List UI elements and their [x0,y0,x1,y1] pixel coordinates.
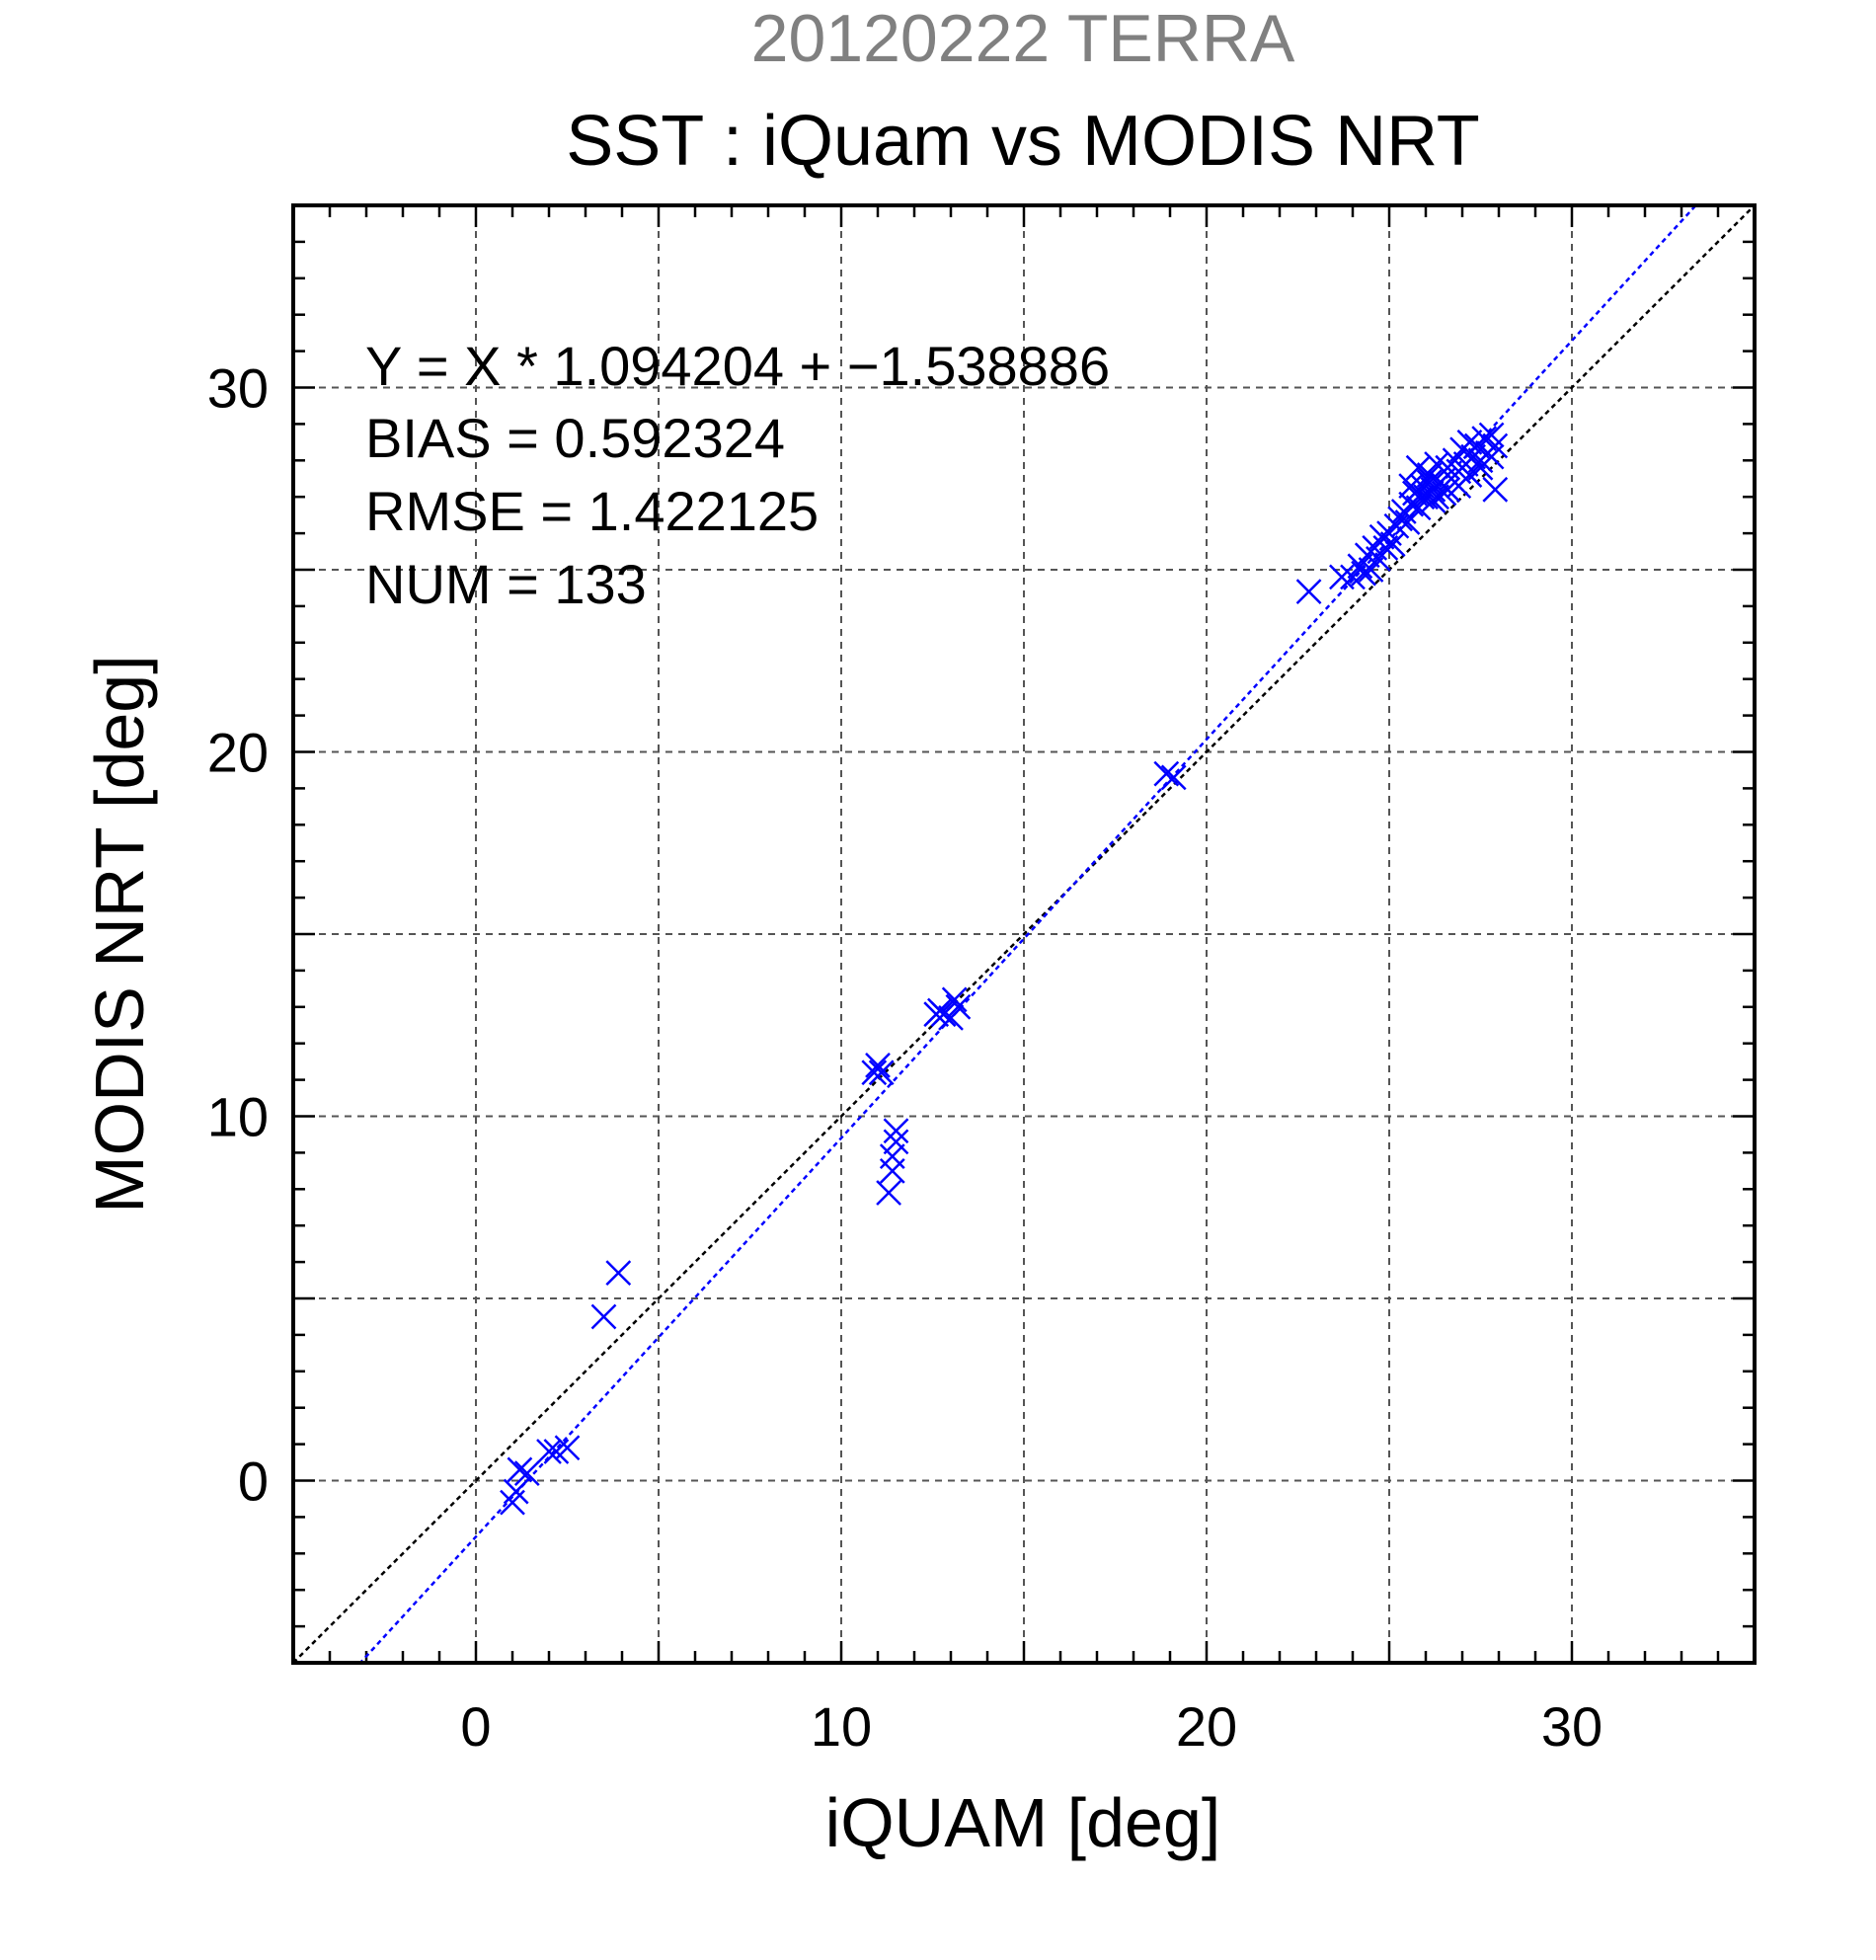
data-point-stroke [1379,531,1406,558]
data-point-stroke [1416,462,1443,488]
y-tick-label: 10 [207,1086,269,1148]
x-tick-label: 0 [460,1695,491,1758]
data-point [876,1180,901,1206]
data-point-stroke [536,1439,562,1464]
data-point [1295,579,1322,605]
data-point [879,1143,905,1169]
data-point-stroke [1160,764,1187,791]
data-point-stroke [941,986,968,1013]
data-point-stroke [1153,760,1180,787]
data-point-stroke [503,1478,529,1505]
data-point [1456,462,1483,488]
data-point-stroke [1394,510,1421,535]
data-point-stroke [1387,506,1413,532]
y-tick-labels: 0 10 20 30 [207,357,269,1513]
data-point-stroke [883,1118,909,1144]
data-point-stroke [1329,564,1355,590]
stats-equation: Y = X * 1.094204 + −1.538886 [365,335,1110,397]
data-point [1358,557,1384,583]
chart-title-top: 20120222 TERRA [751,1,1295,76]
data-point [513,1460,540,1487]
data-point [1482,476,1509,503]
data-point [945,993,972,1020]
data-point [554,1435,581,1461]
data-point-stroke [507,1456,533,1483]
data-point [1456,429,1483,455]
data-point-stroke [1478,422,1505,448]
data-point-stroke [865,1052,891,1078]
y-axis-label: MODIS NRT [deg] [81,655,158,1213]
data-point [590,1303,617,1330]
data-point [1420,488,1446,513]
data-point-stroke [605,1260,632,1287]
stats-rmse: RMSE = 1.422125 [365,480,819,542]
identity-line [293,205,1755,1663]
data-point-stroke [1420,488,1446,513]
data-point [507,1456,533,1483]
stats-bias: BIAS = 0.592324 [365,407,785,469]
data-point-stroke [1442,447,1468,474]
data-point [1471,426,1498,452]
data-point-stroke [868,1059,895,1086]
data-point [861,1059,888,1086]
data-point [1153,760,1180,787]
data-point [1478,443,1505,470]
data-point-stroke [938,1004,964,1031]
data-point [1372,534,1399,561]
y-tick-label: 0 [238,1450,269,1513]
data-point [1329,564,1355,590]
data-point-stroke [876,1180,901,1206]
data-point-stroke [1456,462,1483,488]
data-point-stroke [1482,476,1509,503]
data-points [500,422,1509,1516]
plot-frame [291,203,1757,1665]
data-point [865,1052,891,1078]
data-point-stroke [554,1435,581,1461]
data-point-stroke [1405,454,1432,481]
data-point-stroke [930,1001,957,1028]
data-point [868,1059,895,1086]
data-point [879,1157,905,1184]
data-point [1387,506,1413,532]
stats-box: Y = X * 1.094204 + −1.538886 BIAS = 0.59… [365,335,1110,615]
data-point-stroke [883,1129,909,1155]
data-point-stroke [1471,426,1498,452]
data-point [1416,462,1443,488]
data-point-stroke [513,1460,540,1487]
fit-lines [293,205,1755,1663]
data-point-stroke [1358,557,1384,583]
data-point-stroke [590,1303,617,1330]
y-tick-label: 30 [207,357,269,420]
data-point-stroke [1478,443,1505,470]
data-point [883,1129,909,1155]
data-point [930,1001,957,1028]
x-tick-label: 20 [1176,1695,1237,1758]
y-tick-label: 20 [207,722,269,784]
data-point [1405,454,1432,481]
x-tick-label: 30 [1541,1695,1602,1758]
data-point [1160,764,1187,791]
stats-num: NUM = 133 [365,553,647,615]
chart-title: SST : iQuam vs MODIS NRT [566,102,1480,181]
data-point-stroke [1456,429,1483,455]
data-point [605,1260,632,1287]
x-axis-label: iQUAM [deg] [825,1784,1221,1861]
data-point-stroke [1372,534,1399,561]
data-point [941,986,968,1013]
x-tick-label: 10 [811,1695,872,1758]
data-point [503,1478,529,1505]
data-point-stroke [945,993,972,1020]
data-point-stroke [1295,579,1322,605]
data-point-stroke [1347,553,1373,580]
data-point [883,1118,909,1144]
data-point-stroke [861,1059,888,1086]
x-tick-labels: 0 10 20 30 [460,1695,1602,1758]
data-point-stroke [879,1143,905,1169]
